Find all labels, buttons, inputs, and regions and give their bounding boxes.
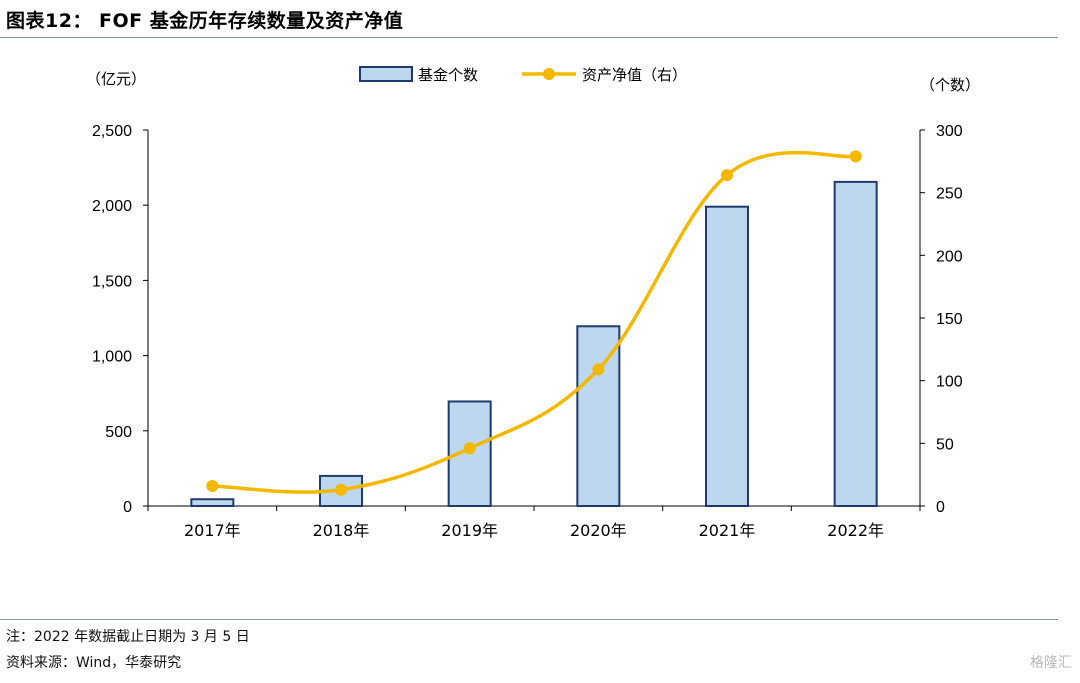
left-axis-unit: （亿元）: [86, 70, 146, 88]
legend-bar-swatch: [359, 66, 413, 82]
x-tick-label: 2019年: [441, 521, 498, 540]
right-tick-label: 250: [936, 186, 963, 203]
line-point: [592, 363, 605, 376]
right-tick-label: 100: [936, 374, 963, 391]
x-tick-label: 2018年: [313, 521, 370, 540]
left-tick-label: 2,500: [92, 123, 132, 140]
bar: [833, 180, 878, 507]
left-tick-label: 2,000: [92, 198, 132, 215]
combo-chart: 0 500 1,000 1,500 2,000 2,500 0 50 100 150 200 250 3…: [86, 66, 980, 540]
left-tick-label: 500: [105, 424, 132, 441]
bar: [190, 498, 235, 507]
x-tick-label: 2017年: [184, 521, 241, 540]
legend-bar-label: 基金个数: [418, 66, 478, 84]
line-point: [463, 442, 476, 455]
bar: [576, 325, 621, 507]
x-tick-label: 2020年: [570, 521, 627, 540]
right-tick-label: 200: [936, 248, 963, 265]
x-tick-label: 2021年: [699, 521, 756, 540]
bar: [705, 205, 749, 507]
right-axis-unit: （个数）: [920, 76, 980, 94]
right-tick-label: 150: [936, 311, 963, 328]
left-tick-label: 1,500: [92, 273, 132, 290]
line-point: [335, 483, 347, 496]
left-tick-label: 0: [123, 499, 132, 516]
legend-line-marker: [543, 68, 555, 80]
legend-line-label: 资产净值（右）: [582, 66, 687, 84]
line-point: [849, 150, 862, 163]
source-note: 资料来源：Wind，华泰研究: [6, 655, 182, 671]
title-divider: [0, 37, 1058, 38]
right-tick-label: 0: [936, 499, 945, 516]
line-point: [721, 169, 733, 182]
footnote: 注：2022 年数据截止日期为 3 月 5 日: [6, 629, 250, 645]
series-line: [212, 150, 856, 494]
x-tick-label: 2022年: [827, 521, 884, 540]
right-tick-label: 300: [936, 123, 963, 140]
line-point: [206, 479, 219, 492]
right-tick-label: 50: [936, 436, 954, 453]
left-tick-label: 1,000: [92, 349, 132, 366]
watermark-logo: 格隆汇: [1030, 655, 1072, 671]
footer-divider: [0, 619, 1058, 620]
chart-title: 图表12： FOF 基金历年存续数量及资产净值: [6, 10, 404, 32]
